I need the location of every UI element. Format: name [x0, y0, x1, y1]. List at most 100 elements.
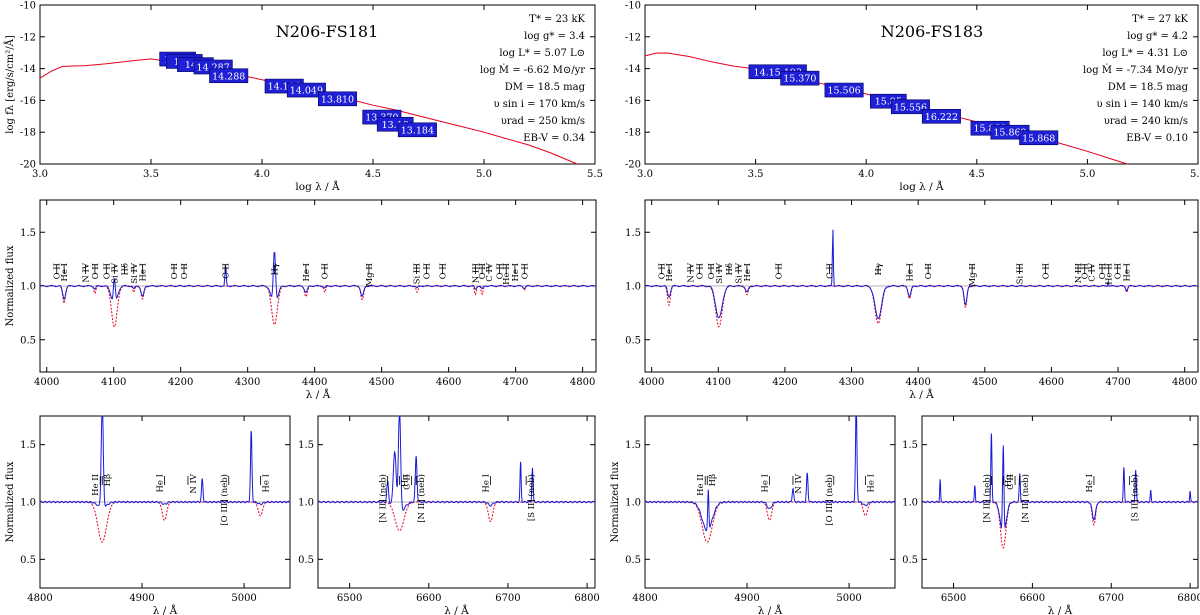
line-id-label: He II [696, 474, 706, 496]
y-axis-label: log fλ [erg/s/cm²/Å] [4, 35, 16, 134]
model-spectrum [645, 285, 1198, 328]
line-id-label: [N II] (neb) [378, 474, 389, 523]
stellar-parameter: log Ṁ = -7.34 M⊙/yr [1083, 64, 1188, 76]
stellar-parameter: υ sin i = 170 km/s [494, 99, 585, 110]
x-tick-label: 6600 [1020, 593, 1045, 604]
photometry-marker [1019, 130, 1059, 146]
x-axis-label: log λ / Å [899, 179, 944, 193]
line-id-label: Mg II [365, 263, 375, 287]
y-tick-label: -18 [625, 128, 641, 139]
line-id-label: N IV [82, 262, 92, 282]
star-title: N206-FS181 [276, 22, 379, 41]
x-tick-label: 4100 [706, 377, 731, 388]
model-spectrum [318, 501, 595, 532]
y-tick-label: -16 [625, 96, 641, 107]
photometry-label: 13.184 [401, 125, 434, 136]
x-tick-label: 4100 [101, 377, 126, 388]
y-tick-label: 0.5 [298, 555, 314, 566]
x-tick-label: 5000 [231, 593, 256, 604]
line-id-label: O II [1081, 263, 1091, 279]
y-tick-label: 1.0 [20, 498, 36, 509]
x-tick-label: 5000 [836, 593, 861, 604]
line-id-label: Hα [1004, 474, 1014, 487]
x-tick-label: 4500 [972, 377, 997, 388]
photometry-label: 14.287 [197, 63, 230, 74]
y-tick-label: -10 [625, 1, 641, 12]
x-tick-label: 4500 [369, 377, 394, 388]
line-id-label: C II [222, 263, 232, 279]
line-id-label: [S II] (neb) [526, 474, 537, 521]
line-id-label: C II [826, 263, 836, 279]
photometry-label: 14.288 [212, 71, 245, 82]
line-id-label: O II [439, 263, 449, 279]
line-id-label: C IV [485, 262, 495, 282]
photometry-marker [824, 82, 864, 98]
y-tick-label: 1.5 [902, 440, 918, 451]
y-tick-label: 1.5 [20, 440, 36, 451]
line-id-label: He I [261, 474, 271, 493]
y-tick-label: -20 [20, 160, 36, 171]
photometry-label: 15.853 [973, 124, 1006, 135]
x-tick-label: 5.5 [587, 169, 603, 180]
line-id-label: Hδ [725, 263, 735, 276]
line-id-label: C II [1006, 474, 1016, 490]
line-id-label: He I [60, 263, 70, 282]
line-id-label: Si IV [715, 262, 725, 284]
line-id-label: [N II] (neb) [1020, 474, 1031, 523]
y-tick-label: 1.0 [298, 498, 314, 509]
line-id-label: He I [155, 474, 165, 493]
line-id-label: O II [423, 263, 433, 279]
x-tick-label: 4300 [839, 377, 864, 388]
line-id-label: O II [496, 263, 506, 279]
photometry-label: 14.049 [290, 86, 323, 97]
line-id-label: Si IV [734, 262, 744, 284]
x-tick-label: 4200 [772, 377, 797, 388]
line-id-label: N III [1074, 263, 1084, 283]
x-tick-label: 4400 [302, 377, 327, 388]
line-id-label: O II [478, 263, 488, 279]
stellar-parameter: log g* = 3.4 [524, 31, 585, 42]
stellar-parameter: log g* = 4.2 [1127, 31, 1188, 42]
x-tick-label: 4800 [570, 377, 595, 388]
x-tick-label: 6500 [337, 593, 362, 604]
y-axis-label: Normalized flux [5, 245, 16, 326]
plot-frame [39, 4, 596, 165]
line-id-label: He I [1085, 474, 1095, 493]
y-tick-label: -10 [20, 1, 36, 12]
y-tick-label: 0.5 [20, 555, 36, 566]
x-tick-label: 4.0 [254, 169, 270, 180]
line-id-label: He I [743, 263, 753, 282]
line-id-label: He I [302, 263, 312, 282]
line-id-label: O II [180, 263, 190, 279]
stellar-parameter: T* = 23 kK [529, 14, 585, 25]
y-tick-label: -16 [20, 96, 36, 107]
y-tick-label: 1.5 [625, 440, 641, 451]
x-axis-label: λ / Å [758, 603, 783, 615]
photometry-label: 15.868 [1022, 133, 1055, 144]
line-id-label: O II [1041, 263, 1051, 279]
stellar-parameter: DM = 18.5 mag [1108, 82, 1189, 93]
x-tick-label: 4700 [1105, 377, 1130, 388]
line-id-label: He I [1123, 263, 1133, 282]
stellar-parameter: EB-V = 0.34 [523, 133, 585, 144]
x-tick-label: 4900 [129, 593, 154, 604]
y-tick-label: 1.0 [625, 498, 641, 509]
line-id-label: N IV [686, 262, 696, 282]
line-id-label: He II [502, 263, 512, 285]
model-spectrum [40, 285, 596, 328]
photometry-label: 15.370 [783, 74, 816, 85]
x-tick-label: 3.0 [637, 169, 653, 180]
line-id-label: Hβ [103, 474, 113, 486]
line-id-label: O II [53, 263, 63, 279]
observed-spectrum [644, 229, 1199, 320]
photometry-label: 15.85 [875, 97, 902, 108]
line-id-label: O II [696, 263, 706, 279]
x-tick-label: 5.0 [1079, 169, 1095, 180]
line-id-label: O II [321, 263, 331, 279]
x-tick-label: 3.0 [32, 169, 48, 180]
line-id-label: [N II] (neb) [416, 474, 427, 523]
stellar-parameter: υrad = 240 km/s [1104, 116, 1188, 127]
line-id-label: O II [1113, 263, 1123, 279]
y-tick-label: 1.5 [625, 228, 641, 239]
